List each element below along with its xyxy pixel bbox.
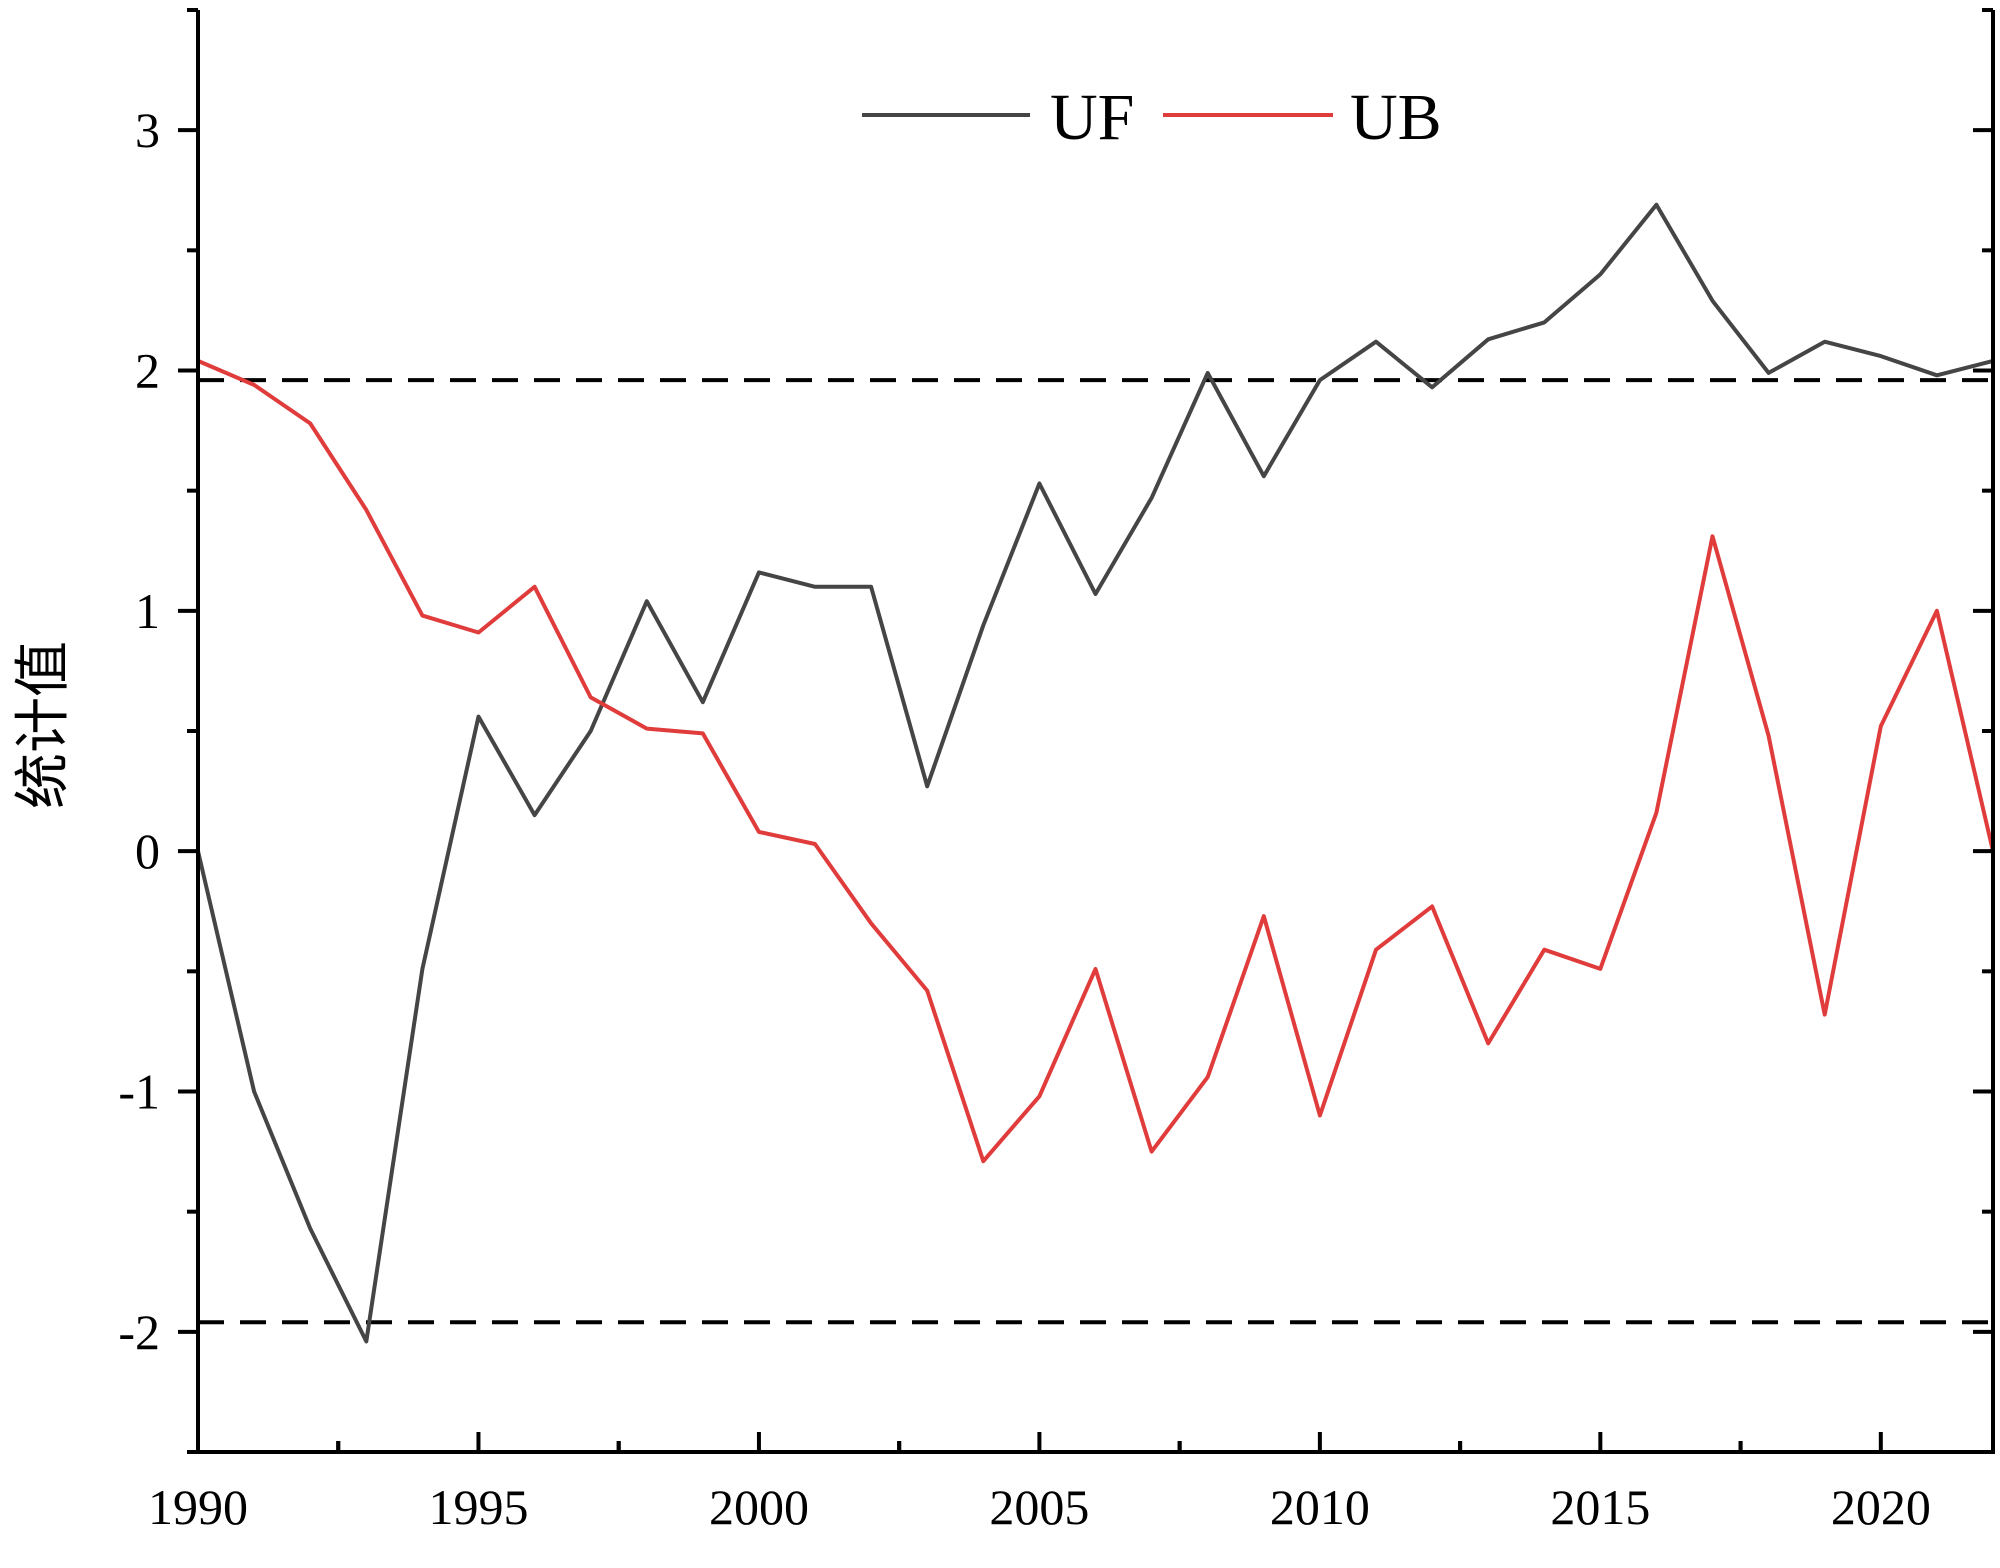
y-tick-label: 3: [135, 102, 160, 158]
legend: UF UB: [862, 81, 1442, 154]
series-line-ub: [197, 359, 1995, 1164]
legend-label-uf: UF: [1050, 81, 1134, 154]
y-tick-label: 0: [135, 823, 160, 879]
x-tick-label: 1990: [148, 1479, 248, 1535]
x-tick-label: 2015: [1550, 1479, 1650, 1535]
x-tick-label: 1995: [428, 1479, 528, 1535]
y-tick-label: -1: [118, 1064, 160, 1120]
y-tick-label: 1: [135, 583, 160, 639]
x-tick-label: 2005: [989, 1479, 1089, 1535]
series-line-uf: [196, 202, 1994, 1344]
y-axis-label: 统计值: [11, 641, 76, 809]
x-tick-label: 2000: [709, 1479, 809, 1535]
y-tick-label: 2: [135, 343, 160, 399]
legend-label-ub: UB: [1350, 81, 1442, 154]
x-tick-label: 2020: [1831, 1479, 1931, 1535]
x-tick-label: 2010: [1270, 1479, 1370, 1535]
y-tick-label: -2: [118, 1304, 160, 1360]
